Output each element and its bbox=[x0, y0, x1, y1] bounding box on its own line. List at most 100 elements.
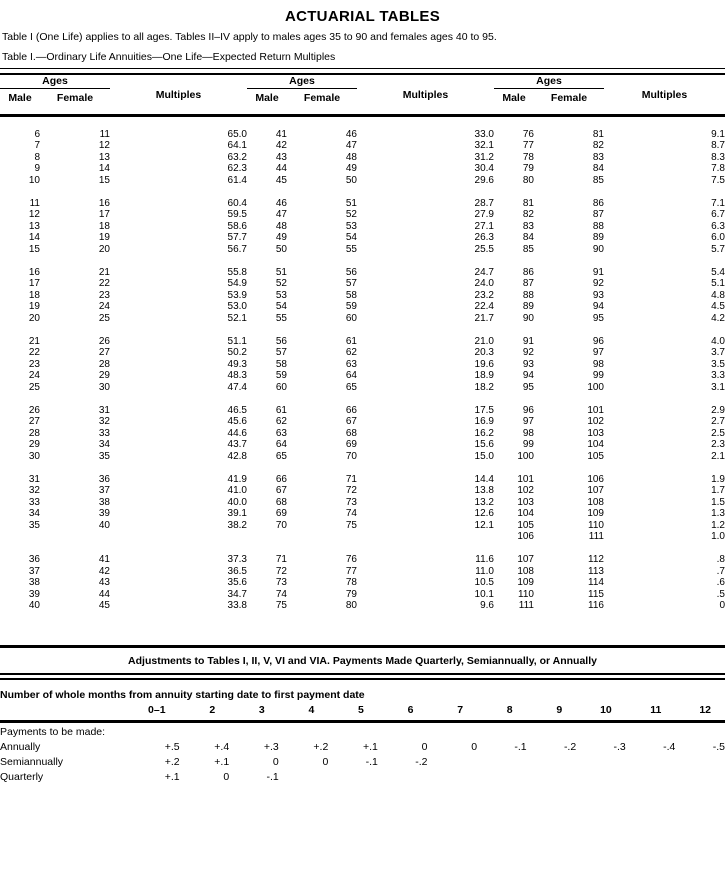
multiple-cell: 33.8 bbox=[110, 600, 247, 612]
female-age-cell: 56 bbox=[287, 267, 357, 279]
female-age-cell: 73 bbox=[287, 497, 357, 509]
multiple-cell: 20.3 bbox=[357, 347, 494, 359]
adjustment-value-cell: -.1 bbox=[477, 738, 527, 753]
female-age-cell: 110 bbox=[534, 520, 604, 532]
adjustment-value-cell bbox=[477, 768, 527, 783]
adjustment-value-cell: -.2 bbox=[378, 753, 428, 768]
female-age-cell: 15 bbox=[40, 175, 110, 187]
multiple-cell: 59.5 bbox=[110, 209, 247, 221]
payment-row: Semiannually+.2+.100-.1-.2 bbox=[0, 753, 725, 768]
adjustment-value-cell bbox=[328, 768, 378, 783]
adjustment-value-cell bbox=[527, 753, 577, 768]
male-age-cell: 60 bbox=[247, 382, 287, 394]
band-gap bbox=[0, 543, 725, 555]
female-age-cell: 95 bbox=[534, 313, 604, 325]
month-column-header: 8 bbox=[477, 701, 527, 722]
table-row: 121759.5475227.982876.7 bbox=[0, 209, 725, 221]
multiple-cell: 0 bbox=[604, 600, 725, 612]
male-age-cell: 58 bbox=[247, 359, 287, 371]
female-age-cell: 16 bbox=[40, 198, 110, 210]
adjustment-value-cell bbox=[527, 768, 577, 783]
band-gap bbox=[0, 324, 725, 336]
multiple-cell: 2.9 bbox=[604, 405, 725, 417]
male-age-cell: 46 bbox=[247, 198, 287, 210]
multiple-cell: 64.1 bbox=[110, 140, 247, 152]
female-age-cell: 78 bbox=[287, 577, 357, 589]
male-age-cell: 77 bbox=[494, 140, 534, 152]
female-age-cell: 82 bbox=[534, 140, 604, 152]
multiples-header: Multiples bbox=[604, 75, 725, 116]
multiples-header: Multiples bbox=[357, 75, 494, 116]
female-age-cell: 64 bbox=[287, 370, 357, 382]
multiple-cell: 11.6 bbox=[357, 554, 494, 566]
male-age-cell: 65 bbox=[247, 451, 287, 463]
multiple-cell: 57.7 bbox=[110, 232, 247, 244]
ages-header: Ages bbox=[247, 75, 357, 89]
multiple-cell: 5.1 bbox=[604, 278, 725, 290]
month-column-header: 10 bbox=[576, 701, 626, 722]
male-age-cell: 76 bbox=[494, 129, 534, 141]
multiple-cell: 21.0 bbox=[357, 336, 494, 348]
female-age-cell: 66 bbox=[287, 405, 357, 417]
multiple-cell: 3.7 bbox=[604, 347, 725, 359]
male-age-cell: 55 bbox=[247, 313, 287, 325]
female-age-cell: 114 bbox=[534, 577, 604, 589]
multiple-cell: 3.5 bbox=[604, 359, 725, 371]
table-row: 263146.5616617.5961012.9 bbox=[0, 405, 725, 417]
band-gap bbox=[0, 462, 725, 474]
adjustment-value-cell: 0 bbox=[378, 738, 428, 753]
female-age-cell: 71 bbox=[287, 474, 357, 486]
male-age-cell: 30 bbox=[0, 451, 40, 463]
adjustment-value-cell: -.1 bbox=[229, 768, 279, 783]
multiple-cell: 41.0 bbox=[110, 485, 247, 497]
male-age-cell: 84 bbox=[494, 232, 534, 244]
male-age-cell: 82 bbox=[494, 209, 534, 221]
male-age-cell: 48 bbox=[247, 221, 287, 233]
male-age-cell: 104 bbox=[494, 508, 534, 520]
multiple-cell: 13.2 bbox=[357, 497, 494, 509]
multiple-cell bbox=[110, 531, 247, 543]
female-age-cell: 47 bbox=[287, 140, 357, 152]
female-age-cell: 23 bbox=[40, 290, 110, 302]
adjustment-value-cell: 0 bbox=[279, 753, 329, 768]
female-age-cell: 28 bbox=[40, 359, 110, 371]
month-column-header: 4 bbox=[279, 701, 329, 722]
empty-cell bbox=[0, 701, 130, 722]
multiple-cell: 4.0 bbox=[604, 336, 725, 348]
female-age-cell: 63 bbox=[287, 359, 357, 371]
multiple-cell: 48.3 bbox=[110, 370, 247, 382]
table-row: 111660.4465128.781867.1 bbox=[0, 198, 725, 210]
male-age-cell: 40 bbox=[0, 600, 40, 612]
female-age-cell: 101 bbox=[534, 405, 604, 417]
male-age-cell: 44 bbox=[247, 163, 287, 175]
female-age-cell: 54 bbox=[287, 232, 357, 244]
table-row: 333840.0687313.21031081.5 bbox=[0, 497, 725, 509]
female-age-cell: 19 bbox=[40, 232, 110, 244]
male-age-cell: 11 bbox=[0, 198, 40, 210]
multiple-cell: 1.9 bbox=[604, 474, 725, 486]
female-age-cell: 94 bbox=[534, 301, 604, 313]
multiple-cell: 58.6 bbox=[110, 221, 247, 233]
male-age-cell: 87 bbox=[494, 278, 534, 290]
multiple-cell: 29.6 bbox=[357, 175, 494, 187]
adjustment-value-cell: -.5 bbox=[675, 738, 725, 753]
multiple-cell: 24.0 bbox=[357, 278, 494, 290]
male-age-cell: 111 bbox=[494, 600, 534, 612]
multiple-cell: 39.1 bbox=[110, 508, 247, 520]
male-age-cell: 97 bbox=[494, 416, 534, 428]
adjustment-value-cell: +.1 bbox=[328, 738, 378, 753]
multiple-cell: 18.9 bbox=[357, 370, 494, 382]
payment-row-label: Semiannually bbox=[0, 753, 130, 768]
adjustment-value-cell bbox=[576, 768, 626, 783]
male-age-cell: 57 bbox=[247, 347, 287, 359]
female-age-cell: 34 bbox=[40, 439, 110, 451]
months-header-row: Number of whole months from annuity star… bbox=[0, 686, 725, 701]
female-age-cell: 49 bbox=[287, 163, 357, 175]
double-rule-top bbox=[0, 68, 725, 75]
female-age-cell: 39 bbox=[40, 508, 110, 520]
male-age-cell: 67 bbox=[247, 485, 287, 497]
female-age-cell: 50 bbox=[287, 175, 357, 187]
female-age-cell: 96 bbox=[534, 336, 604, 348]
table-row: 141957.7495426.384896.0 bbox=[0, 232, 725, 244]
adjustment-value-cell: 0 bbox=[180, 768, 230, 783]
